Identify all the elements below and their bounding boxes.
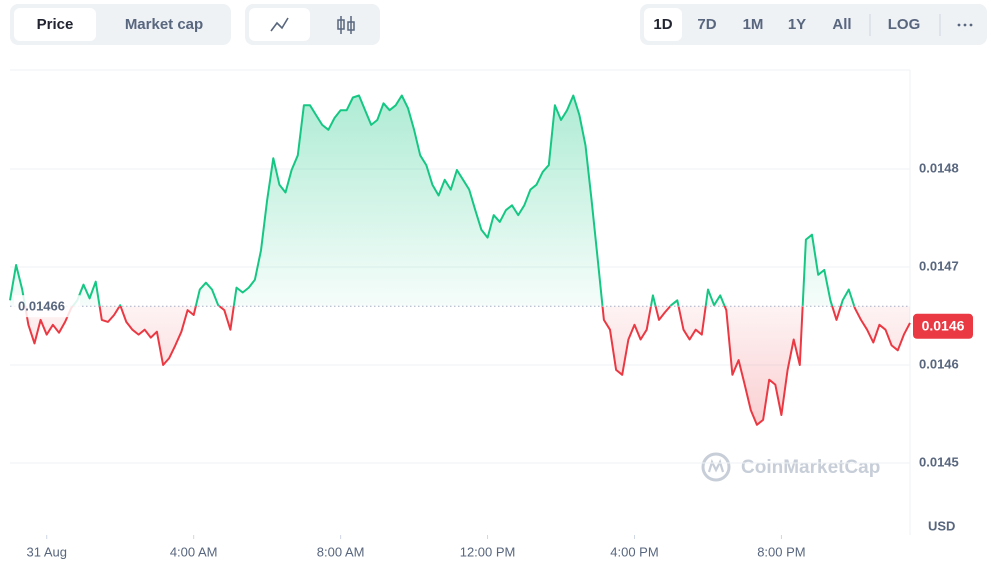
y-tick-label: 0.0147	[919, 258, 959, 273]
range-button[interactable]: 7D	[697, 16, 716, 33]
plot: 0.0145 0.0146 0.0147 0.0148 31 Aug 4:00 AM 8:0…	[9, 69, 973, 559]
x-tick-label: 12:00 PM	[460, 544, 516, 559]
price-line	[9, 94, 911, 426]
x-tick-label: 8:00 AM	[317, 544, 365, 559]
range-button[interactable]: 1D	[653, 16, 672, 33]
logo-mark	[707, 459, 725, 473]
x-tick-label: 31 Aug	[26, 544, 67, 559]
baseline-label: 0.01466	[18, 299, 65, 314]
range-button[interactable]: 1Y	[788, 16, 806, 33]
candle-icon[interactable]	[337, 16, 355, 34]
logo	[701, 452, 731, 482]
active-pill	[14, 8, 96, 41]
current-price-label: 0.0146	[922, 318, 965, 334]
log-button[interactable]: LOG	[888, 16, 921, 33]
x-tick-label: 8:00 PM	[757, 544, 805, 559]
toggle-bg	[640, 4, 987, 45]
y-tick-label: 0.0146	[919, 356, 959, 371]
range-toggle: 1D 7D 1M 1Y All LOG	[640, 4, 987, 45]
range-button[interactable]: 1M	[743, 16, 764, 33]
y-tick-label: 0.0145	[919, 454, 959, 469]
market-cap-tab[interactable]: Market cap	[125, 16, 203, 33]
price-tab[interactable]: Price	[37, 16, 74, 33]
chart-type-toggle	[245, 4, 380, 45]
x-tick-label: 4:00 AM	[170, 544, 218, 559]
more-button[interactable]	[957, 23, 973, 27]
x-tick-label: 4:00 PM	[610, 544, 658, 559]
active-pill	[644, 8, 682, 41]
metric-toggle: Price Market cap	[10, 4, 231, 45]
range-button[interactable]: All	[832, 16, 851, 33]
watermark: CoinMarketCap	[701, 452, 880, 482]
watermark-text: CoinMarketCap	[741, 457, 880, 478]
y-tick-label: 0.0148	[919, 160, 959, 175]
y-unit: USD	[928, 518, 955, 533]
line-icon	[270, 17, 289, 32]
baseline-label-bg	[14, 295, 80, 318]
current-price-badge	[913, 313, 973, 339]
area	[10, 95, 910, 425]
